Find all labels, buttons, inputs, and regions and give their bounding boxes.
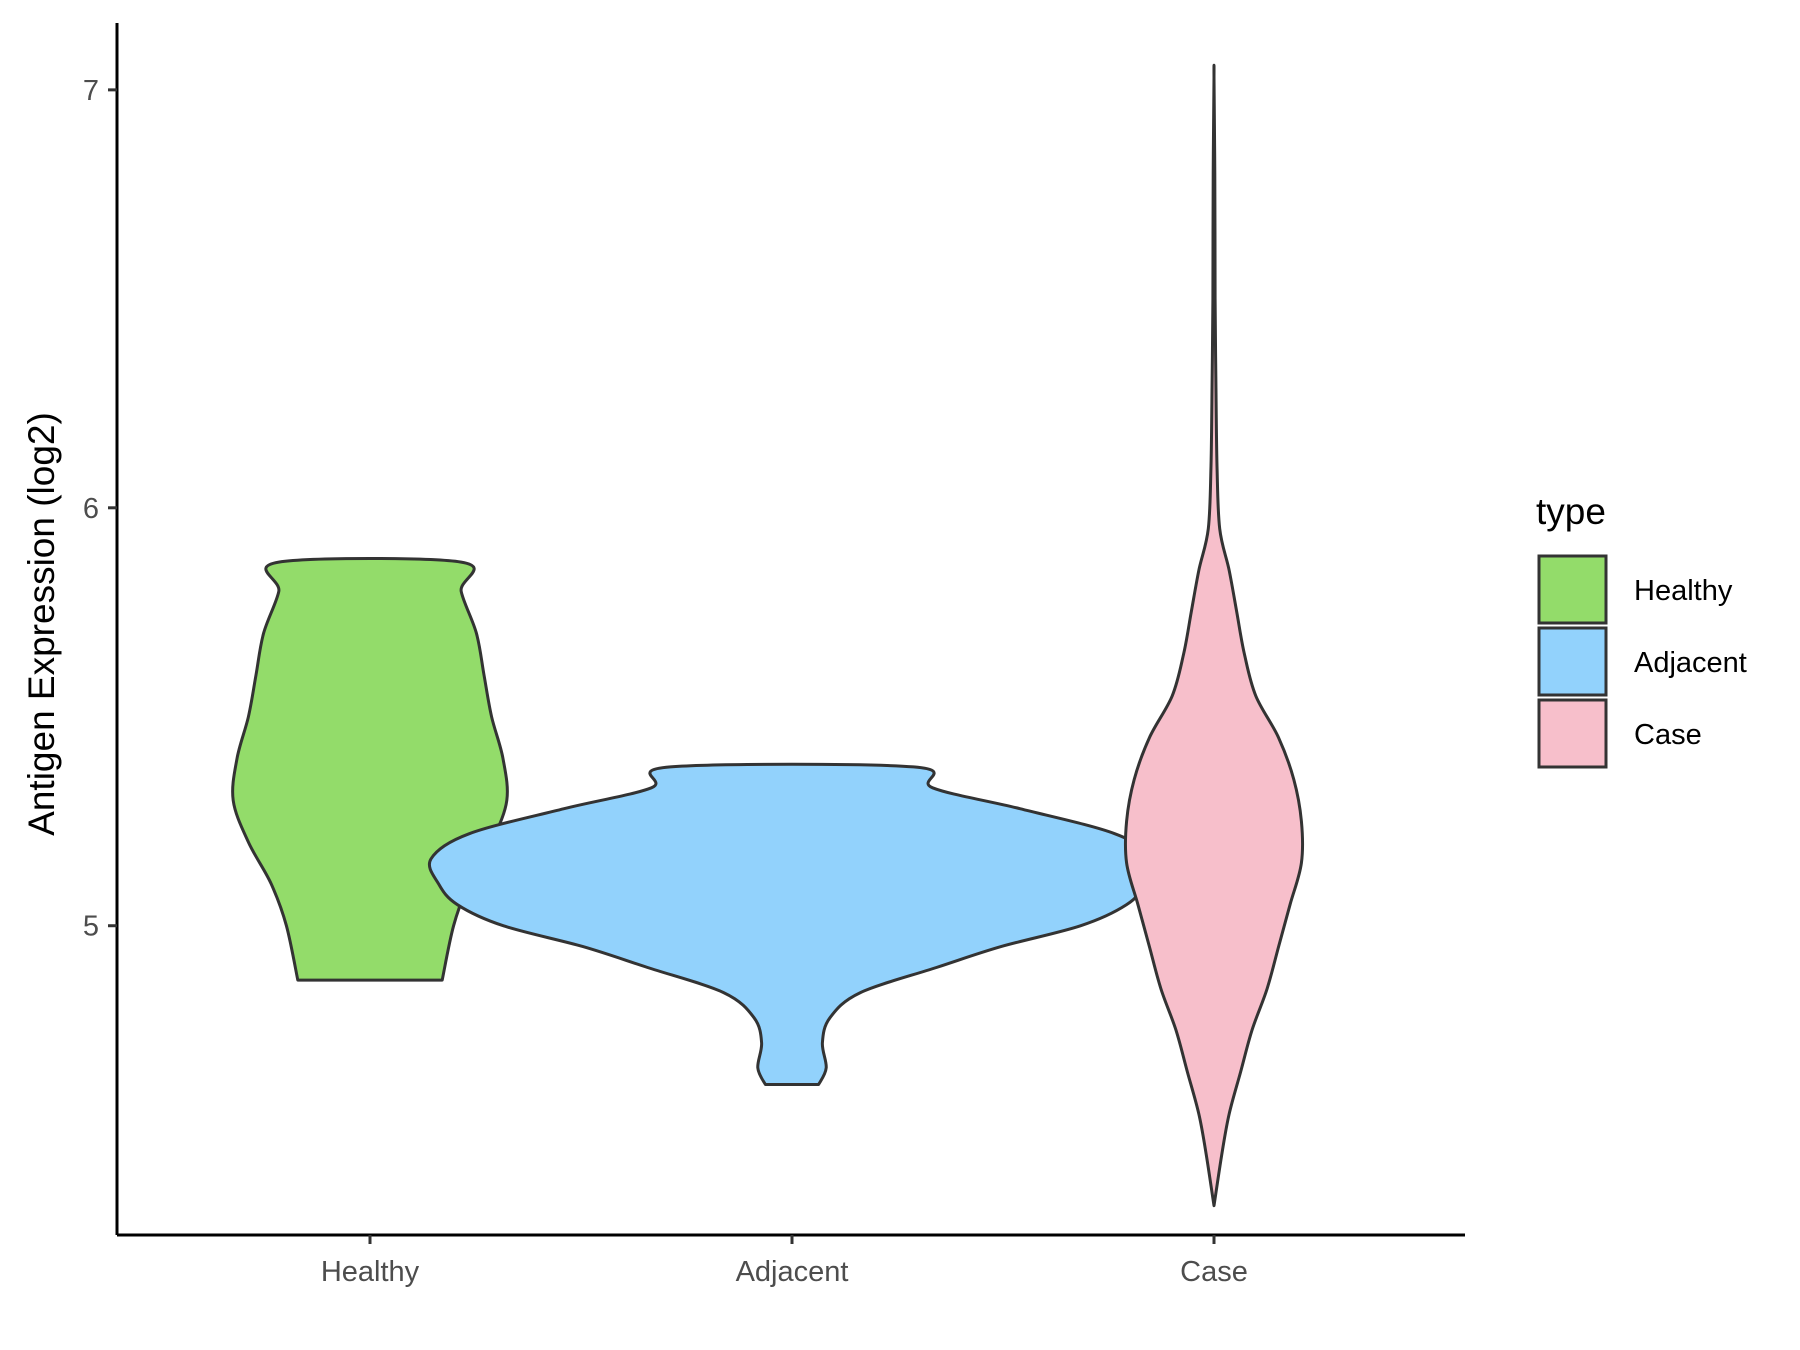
legend-swatch-case [1537, 698, 1608, 769]
legend-label-case: Case [1634, 719, 1702, 751]
violin-healthy [231, 557, 509, 982]
legend-label-healthy: Healthy [1634, 575, 1733, 607]
legend-swatch-healthy [1537, 554, 1608, 625]
y-tick-label: 7 [83, 75, 99, 107]
legend-swatch-adjacent [1537, 626, 1608, 697]
y-tick-label: 5 [83, 911, 99, 943]
x-ticks: Healthy Adjacent Case [321, 1235, 1248, 1288]
x-tick-label-case: Case [1180, 1256, 1248, 1288]
legend: type Healthy Adjacent Case [1536, 491, 1747, 769]
x-tick-label-adjacent: Adjacent [736, 1256, 849, 1288]
legend-title: type [1536, 491, 1606, 532]
violin-adjacent [427, 762, 1157, 1086]
y-axis-title: Antigen Expression (log2) [21, 412, 62, 836]
y-tick-label: 6 [83, 493, 99, 525]
x-tick-label-healthy: Healthy [321, 1256, 420, 1288]
legend-label-adjacent: Adjacent [1634, 647, 1747, 679]
violin-case [1123, 63, 1305, 1208]
y-ticks: 5 6 7 [83, 75, 117, 943]
violin-layer [231, 63, 1305, 1208]
